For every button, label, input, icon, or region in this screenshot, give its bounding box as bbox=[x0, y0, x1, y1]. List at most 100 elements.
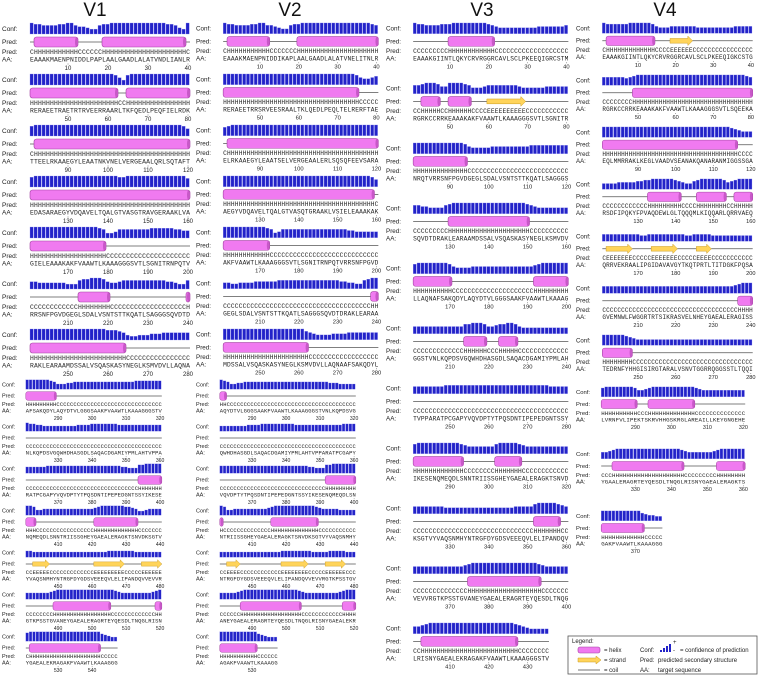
conf-bar bbox=[69, 465, 73, 474]
conf-bar bbox=[420, 326, 425, 334]
conf-bar bbox=[745, 131, 749, 138]
prediction-block: Conf:Pred:Pred: CCCCCCCCCCCCCCCCCCCCCCCCC… bbox=[386, 502, 571, 551]
conf-bar bbox=[486, 202, 491, 214]
conf-bar bbox=[69, 328, 74, 341]
conf-bar bbox=[705, 452, 709, 459]
conf-bar bbox=[83, 551, 87, 558]
conf-bar bbox=[370, 124, 374, 136]
aa-label: AA: bbox=[576, 54, 586, 61]
conf-bar bbox=[351, 124, 355, 136]
conf-bar bbox=[335, 592, 339, 600]
tick-label: 310 bbox=[523, 485, 533, 491]
conf-bar bbox=[314, 592, 318, 600]
prediction-block: Conf:Pred:Pred: CCCCCCCCCCCCCCCCCCCCCCCCC… bbox=[196, 277, 381, 326]
conf-bar bbox=[226, 551, 230, 558]
conf-bar bbox=[609, 23, 613, 34]
conf-bar bbox=[61, 328, 66, 341]
tick-label: 210 bbox=[633, 323, 642, 329]
tick-label: 60 bbox=[296, 116, 302, 122]
tick-label: 340 bbox=[88, 458, 97, 464]
conf-bar bbox=[85, 226, 90, 239]
conf-bar bbox=[308, 332, 312, 340]
conf-bar bbox=[471, 446, 475, 454]
conf-bar bbox=[105, 175, 110, 188]
tick-label: 110 bbox=[523, 185, 532, 191]
conf-bar bbox=[748, 26, 753, 34]
conf-bar bbox=[620, 334, 625, 346]
conf-bar bbox=[240, 382, 244, 390]
conf-bar bbox=[655, 386, 659, 397]
conf-bar bbox=[226, 592, 230, 600]
prediction-block: Conf:Pred:Pred: CCCCCCCCHHHHHHHHHHHHHHHHH… bbox=[576, 74, 754, 121]
pred-label: Pred: bbox=[2, 486, 16, 492]
aa-sequence: EQLMMRRAKLKEGLVAADVSEANAKQANARANMIGGSSGA bbox=[602, 158, 753, 165]
conf-bar bbox=[223, 282, 227, 289]
conf-bar bbox=[230, 175, 235, 187]
pred-label: Pred: bbox=[196, 444, 210, 450]
conf-bar bbox=[52, 425, 56, 432]
tick-label: 140 bbox=[484, 245, 494, 251]
conf-bar bbox=[459, 566, 463, 574]
conf-bar bbox=[716, 390, 720, 397]
conf-bar bbox=[236, 425, 240, 432]
conf-bar bbox=[673, 234, 677, 242]
conf-bar bbox=[727, 448, 731, 459]
conf-bar bbox=[57, 328, 62, 341]
conf-bar bbox=[325, 592, 329, 600]
tick-label: 220 bbox=[103, 321, 114, 327]
tick-label: 270 bbox=[709, 375, 718, 381]
conf-bar bbox=[347, 282, 351, 289]
conf-bar bbox=[301, 424, 305, 432]
conf-bar bbox=[374, 231, 378, 238]
conf-bar bbox=[613, 183, 617, 190]
helix bbox=[270, 517, 319, 527]
conf-bar bbox=[455, 622, 460, 634]
conf-bar bbox=[463, 202, 467, 214]
pred-label: Pred: bbox=[576, 47, 591, 54]
conf-bar bbox=[35, 466, 39, 474]
aa-label: AA: bbox=[196, 361, 206, 368]
conf-bar bbox=[308, 381, 312, 390]
conf-bar bbox=[33, 281, 38, 290]
pred-sequence: CCHHHHHHHHHHHHHHHHHHHHHHHHHCCCCCCCC bbox=[413, 648, 549, 655]
conf-bar bbox=[459, 82, 463, 94]
conf-bar bbox=[110, 589, 114, 600]
conf-bar bbox=[413, 264, 417, 274]
conf-bar bbox=[692, 74, 696, 86]
conf-bar bbox=[127, 381, 131, 390]
conf-bar bbox=[632, 75, 636, 86]
conf-bar bbox=[748, 77, 753, 86]
conf-bar bbox=[424, 326, 429, 334]
conf-bar bbox=[137, 464, 141, 474]
conf-bar bbox=[633, 510, 637, 521]
tick-label: 150 bbox=[709, 219, 718, 225]
conf-bar bbox=[560, 145, 564, 154]
conf-bar bbox=[33, 328, 38, 341]
conf-bar bbox=[669, 178, 674, 190]
conf-bar bbox=[525, 385, 529, 394]
aa-label: AA: bbox=[576, 480, 586, 486]
conf-bar bbox=[49, 175, 54, 188]
tick-label: 360 bbox=[156, 458, 165, 464]
conf-label: Conf: bbox=[576, 25, 591, 32]
conf-bar bbox=[277, 231, 281, 238]
tick-label: 280 bbox=[372, 371, 382, 377]
conf-bar bbox=[157, 73, 162, 86]
conf-bar bbox=[263, 589, 267, 600]
conf-bar bbox=[552, 502, 557, 514]
conf-bar bbox=[644, 448, 648, 459]
aa-sequence: LLAQNAFSAKQDYLAQYDTVLGGGSAAKFVAAWTLKAAAG bbox=[413, 295, 568, 302]
tick-label: 40 bbox=[373, 65, 379, 71]
conf-bar bbox=[624, 234, 629, 242]
conf-bar bbox=[424, 624, 429, 634]
conf-bar bbox=[564, 207, 568, 214]
conf-bar bbox=[673, 386, 677, 397]
conf-bar bbox=[151, 380, 155, 390]
tick-label: 160 bbox=[183, 219, 194, 225]
conf-bar bbox=[510, 202, 514, 214]
conf-bar bbox=[613, 23, 617, 34]
conf-bar bbox=[699, 339, 704, 346]
conf-bar bbox=[351, 332, 355, 340]
pred-cartoon-label: Pred: bbox=[386, 578, 401, 585]
pred-sequence: CHHHHHHHHHHHHHHHHHHHHHHHHHHHHHHHHHHHHHHH bbox=[30, 151, 190, 158]
